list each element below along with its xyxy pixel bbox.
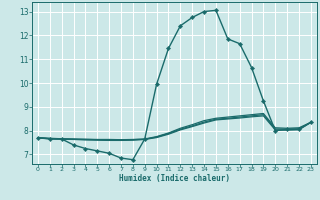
X-axis label: Humidex (Indice chaleur): Humidex (Indice chaleur) — [119, 174, 230, 183]
